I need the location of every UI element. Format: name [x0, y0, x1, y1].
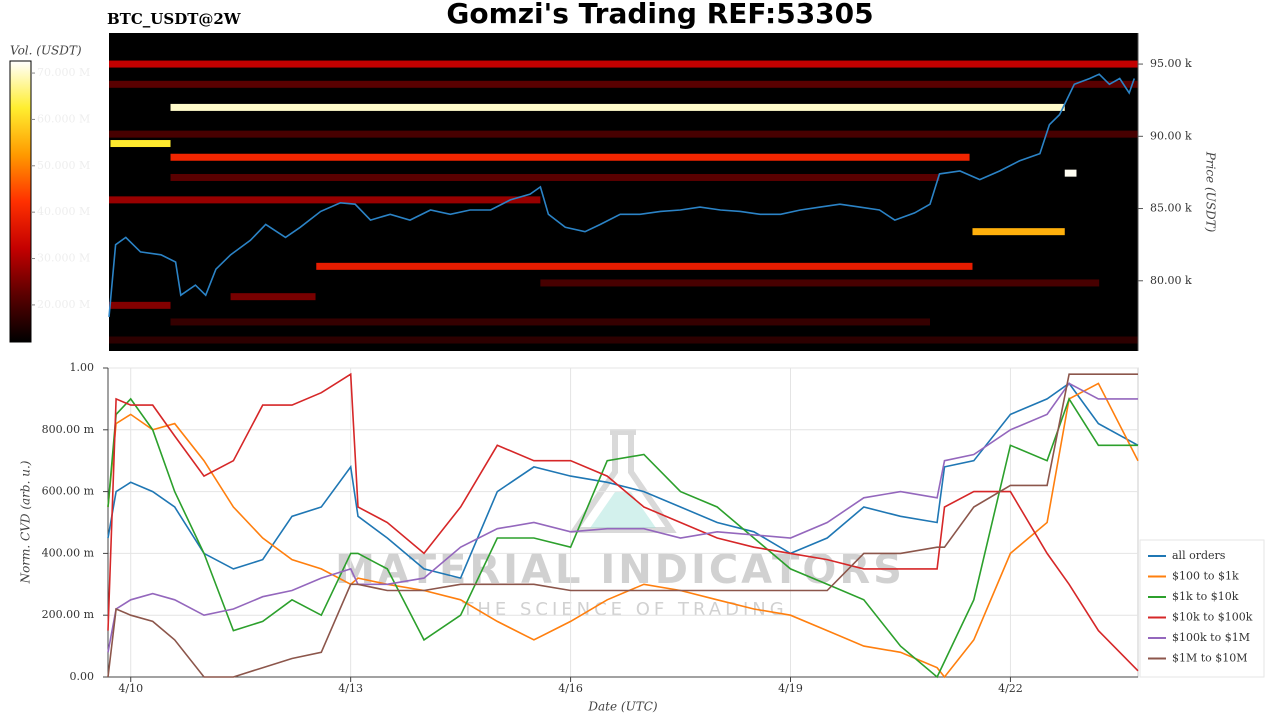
- y-tick-label: 80.00 k: [1150, 274, 1192, 287]
- legend-label: $100 to $1k: [1172, 570, 1239, 583]
- price-line: [108, 73, 1136, 317]
- y-tick-label: 0.00: [70, 670, 95, 683]
- colorbar: [9, 60, 32, 343]
- colorbar-tick-label: 60.000 M: [37, 112, 90, 125]
- x-tick-label: 4/19: [778, 682, 803, 695]
- heatmap-background: [109, 33, 1138, 351]
- cvd-layer: 0.00 200.00 m 400.00 m 600.00 m 800.00 m 1.00…: [19, 361, 1265, 714]
- y-tick-label: 1.00: [70, 361, 95, 374]
- x-tick-label: 4/22: [998, 682, 1023, 695]
- heat-band: [109, 60, 1138, 68]
- legend-label: $10k to $100k: [1172, 611, 1253, 624]
- heat-band: [170, 153, 970, 161]
- cvd-line: [107, 397, 1138, 679]
- cvd-line: [107, 382, 1139, 580]
- y-tick-label: 800.00 m: [42, 423, 95, 436]
- colorbar-tick-label: 50.000 M: [37, 159, 90, 172]
- cvd-plot-area: [107, 367, 1139, 678]
- cvd-line: [107, 373, 1138, 678]
- legend-label: $1M to $10M: [1172, 652, 1248, 665]
- heatmap-layer: 80.00 k 85.00 k 90.00 k 95.00 k Price (USDT)…: [9, 33, 1218, 351]
- heat-band: [110, 140, 171, 148]
- page-title: Gomzi's Trading REF:53305: [446, 0, 873, 30]
- legend-label: $100k to $1M: [1172, 631, 1250, 644]
- y-tick-label: 200.00 m: [42, 608, 95, 621]
- colorbar-tick-label: 70.000 M: [37, 66, 90, 79]
- x-axis-label: Date (UTC): [587, 700, 657, 714]
- watermark-flask: [569, 429, 677, 533]
- heat-band: [109, 336, 1138, 344]
- x-tick-label: 4/13: [338, 682, 363, 695]
- heat-band: [170, 318, 931, 326]
- colorbar-tick-label: 30.000 M: [37, 252, 90, 265]
- y-tick-label: 85.00 k: [1150, 202, 1192, 215]
- legend-label: all orders: [1172, 549, 1226, 562]
- colorbar-tick-label: 20.000 M: [37, 298, 90, 311]
- cvd-line: [107, 382, 1138, 653]
- heat-band: [316, 262, 973, 270]
- y-axis-label: Norm. CVD (arb. u.): [19, 460, 33, 584]
- cvd-line: [107, 372, 1139, 672]
- y-axis-label: Price (USDT): [1204, 151, 1218, 233]
- x-tick-label: 4/10: [118, 682, 143, 695]
- heat-band: [109, 196, 541, 204]
- y-tick-label: 400.00 m: [42, 546, 95, 559]
- heat-band: [540, 279, 1100, 287]
- watermark-liquid: [590, 492, 656, 528]
- heat-band: [109, 80, 1138, 88]
- heat-band: [1064, 169, 1077, 177]
- colorbar-tick-label: 40.000 M: [37, 205, 90, 218]
- heat-band: [109, 130, 1138, 138]
- heat-band: [972, 228, 1065, 236]
- legend-box: [1139, 539, 1265, 678]
- heat-band: [109, 301, 171, 309]
- heat-band: [170, 173, 940, 181]
- watermark-tagline: THE SCIENCE OF TRADING: [461, 599, 787, 620]
- symbol: BTC_USDT@2W: [107, 10, 242, 28]
- heat-band: [230, 293, 316, 301]
- y-tick-label: 90.00 k: [1150, 129, 1192, 142]
- y-tick-label: 600.00 m: [42, 485, 95, 498]
- heat-band: [170, 103, 1065, 111]
- legend-label: $1k to $10k: [1172, 590, 1239, 603]
- x-tick-label: 4/16: [558, 682, 583, 695]
- cvd-line: [107, 382, 1139, 679]
- colorbar-label: Vol. (USDT): [10, 44, 82, 58]
- y-tick-label: 95.00 k: [1150, 57, 1192, 70]
